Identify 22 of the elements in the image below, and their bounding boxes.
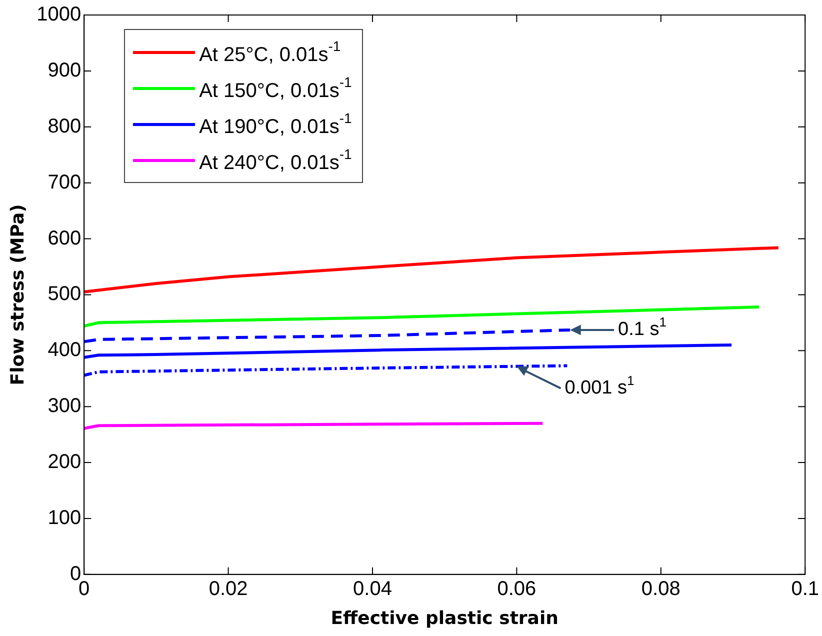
y-tick-label: 100 <box>48 506 82 529</box>
x-tick-label: 0.04 <box>353 578 392 600</box>
y-tick-label: 500 <box>48 283 82 306</box>
x-tick-label: 0.02 <box>208 578 248 600</box>
y-axis-title: Flow stress (MPa) <box>7 204 28 386</box>
x-tick-label: 0.06 <box>497 578 536 600</box>
x-tick-label: 0.08 <box>641 578 680 600</box>
legend-label: At 25°C, 0.01s$^{-1}$ <box>199 38 341 66</box>
line-series <box>84 364 569 377</box>
y-tick-label: 200 <box>48 451 82 474</box>
x-tick-label: 0.1 <box>791 578 820 600</box>
legend-label: At 190°C, 0.01s$^{-1}$ <box>199 110 352 138</box>
y-tick-label: 300 <box>48 395 82 418</box>
legend-label: At 240°C, 0.01s$^{-1}$ <box>199 146 352 174</box>
legend-label: At 150°C, 0.01s$^{-1}$ <box>199 74 352 102</box>
y-tick-label: 900 <box>48 59 82 82</box>
y-tick-label: 800 <box>48 115 82 138</box>
x-axis-title: Effective plastic strain <box>330 608 558 629</box>
y-tick-label: 400 <box>48 339 82 362</box>
y-tick-label: 700 <box>48 171 82 194</box>
y-tick-label: 600 <box>48 227 82 250</box>
y-tick-label: 1000 <box>36 4 82 26</box>
